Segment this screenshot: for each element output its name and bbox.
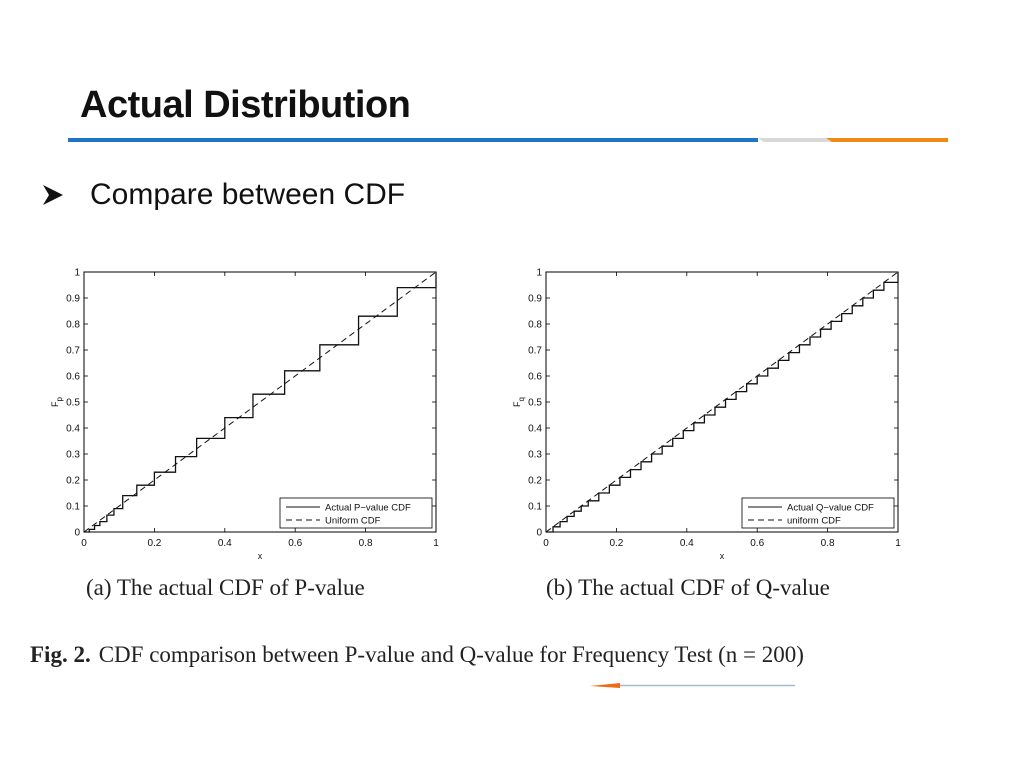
- legend-label: Uniform CDF: [325, 516, 381, 527]
- chart-caption-b: (b) The actual CDF of Q-value: [546, 575, 830, 600]
- chart-q-value-cdf: 0 0.1 0.2 0.3 0.4 0.5 0.6 0.7 0.8 0.9 1 0 0.2 0.4 0.6 0…: [512, 268, 901, 562]
- legend: Actual Q−value CDF uniform CDF: [741, 497, 895, 529]
- y-tick-label: 0: [74, 528, 80, 539]
- y-tick-label: 0.6: [528, 372, 542, 383]
- y-tick-label: 0.9: [66, 294, 80, 305]
- arrowhead-bullet-icon: [43, 185, 63, 205]
- y-tick-label: 0.7: [66, 346, 80, 357]
- x-axis-label: x: [258, 551, 263, 561]
- y-tick-label: 0.4: [528, 424, 542, 435]
- slide-title: Actual Distribution: [80, 84, 411, 126]
- y-tick-label: 0.1: [528, 502, 542, 513]
- legend: Actual P−value CDF Uniform CDF: [279, 497, 433, 529]
- y-tick-label: 0.4: [66, 424, 80, 435]
- series-uniform-cdf: [545, 271, 899, 533]
- x-tick-label: 0.4: [218, 538, 232, 549]
- y-axis-label: Fq: [512, 397, 526, 407]
- y-tick-label: 0.2: [528, 476, 542, 487]
- y-axis-label: Fp: [50, 396, 64, 407]
- bottom-accent-orange: [590, 683, 620, 688]
- figure-caption-text: CDF comparison between P-value and Q-val…: [98, 642, 804, 667]
- bottom-accent-line: [590, 683, 795, 688]
- y-tick-label: 0.8: [66, 320, 80, 331]
- legend-label: Actual P−value CDF: [325, 503, 411, 514]
- y-tick-label: 0: [536, 528, 542, 539]
- bullet-text: Compare between CDF: [90, 178, 406, 211]
- y-tick-label: 0.8: [528, 320, 542, 331]
- y-tick-label: 0.5: [528, 398, 542, 409]
- legend-label: Actual Q−value CDF: [787, 503, 874, 514]
- chart-caption-a: (a) The actual CDF of P-value: [86, 575, 365, 600]
- y-tick-label: 0.3: [528, 450, 542, 461]
- title-rule: [68, 138, 948, 142]
- title-rule-orange: [826, 138, 948, 142]
- y-tick-label: 0.9: [528, 294, 542, 305]
- legend-box: [741, 497, 895, 529]
- series-actual-cdf: [84, 272, 437, 533]
- y-tick-label: 0.5: [66, 398, 80, 409]
- x-tick-label: 0.8: [821, 538, 835, 549]
- y-tick-label: 0.2: [66, 476, 80, 487]
- series-actual-cdf: [546, 272, 899, 533]
- x-tick-label: 0.6: [750, 538, 764, 549]
- x-tick-label: 0.2: [609, 538, 623, 549]
- y-axis-label-main: F: [50, 401, 60, 407]
- title-rule-blue: [68, 138, 758, 142]
- chart-p-value-cdf: 0 0.1 0.2 0.3 0.4 0.5 0.6 0.7 0.8 0.9 1 0 0.2 0.4 0.6 0…: [50, 268, 439, 562]
- y-tick-label: 0.7: [528, 346, 542, 357]
- x-tick-label: 0.8: [359, 538, 373, 549]
- x-tick-label: 0.4: [680, 538, 694, 549]
- y-tick-label: 1: [74, 268, 80, 279]
- y-tick-label: 0.6: [66, 372, 80, 383]
- x-axis-label: x: [720, 551, 725, 561]
- x-tick-label: 0.2: [147, 538, 161, 549]
- y-axis-label-subscript: q: [517, 397, 526, 401]
- x-tick-label: 0.6: [288, 538, 302, 549]
- legend-box: [279, 497, 433, 529]
- figure-label: Fig. 2.: [30, 642, 91, 667]
- legend-label: uniform CDF: [787, 516, 841, 527]
- y-axis-label-subscript: p: [55, 396, 64, 401]
- y-tick-label: 0.1: [66, 502, 80, 513]
- x-tick-label: 0: [81, 538, 87, 549]
- x-tick-label: 0: [543, 538, 549, 549]
- y-tick-label: 0.3: [66, 450, 80, 461]
- series-uniform-cdf: [83, 271, 437, 533]
- x-tick-label: 1: [895, 538, 901, 549]
- figure-caption: Fig. 2. CDF comparison between P-value an…: [30, 642, 804, 668]
- x-tick-label: 1: [433, 538, 439, 549]
- y-tick-label: 1: [536, 268, 542, 279]
- title-rule-grey: [758, 138, 832, 142]
- y-axis-label-main: F: [512, 401, 522, 407]
- bullet-item: Compare between CDF: [40, 178, 405, 212]
